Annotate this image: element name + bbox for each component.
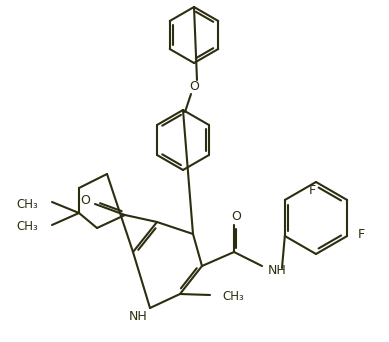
Text: F: F bbox=[308, 184, 315, 197]
Text: NH: NH bbox=[129, 310, 147, 323]
Text: NH: NH bbox=[268, 264, 287, 277]
Text: CH₃: CH₃ bbox=[16, 197, 38, 210]
Text: O: O bbox=[80, 194, 90, 207]
Text: O: O bbox=[189, 80, 199, 93]
Text: CH₃: CH₃ bbox=[222, 289, 244, 303]
Text: CH₃: CH₃ bbox=[16, 221, 38, 234]
Text: O: O bbox=[231, 210, 241, 224]
Text: F: F bbox=[357, 227, 365, 240]
